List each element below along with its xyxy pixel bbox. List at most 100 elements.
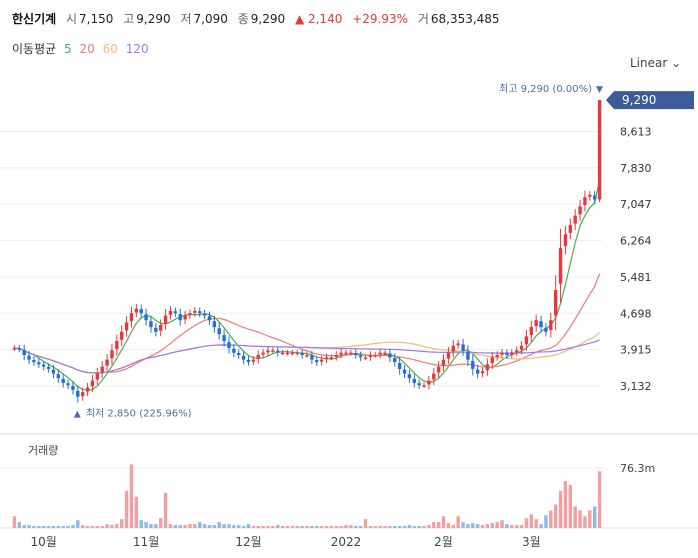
candle-body: [266, 350, 270, 353]
volume-bar: [393, 526, 397, 528]
candle-body: [51, 369, 56, 374]
volume-bar: [251, 526, 256, 528]
max-arrow-icon: ▼: [596, 85, 603, 95]
volume-bar: [266, 526, 270, 528]
candle-body: [134, 308, 139, 313]
volume-bar: [159, 518, 163, 528]
candle: [80, 387, 85, 401]
candle: [407, 369, 412, 383]
volume-bar: [193, 524, 197, 528]
volume-bar: [432, 522, 436, 528]
volume-bar: [363, 519, 368, 528]
change-value: ▲ 2,140: [294, 12, 343, 26]
candle-body: [485, 364, 490, 371]
candle-body: [276, 350, 280, 353]
ma-period-5[interactable]: 5: [64, 42, 72, 56]
volume-bar: [212, 525, 217, 528]
candle: [597, 100, 602, 203]
scale-dropdown[interactable]: Linear ⌄: [630, 56, 681, 70]
candle-body: [66, 383, 70, 386]
volume-bar: [427, 525, 431, 528]
volume-bar: [276, 525, 280, 528]
volume-bar: [514, 525, 519, 528]
candle: [37, 358, 41, 368]
current-price-tag: 9,290: [606, 91, 694, 110]
moving-average-legend: 이동평균 5 20 60 120: [12, 40, 153, 57]
volume-bar: [592, 506, 597, 528]
candle-body: [241, 355, 246, 360]
volume-bar: [436, 522, 441, 528]
volume-bar: [71, 525, 75, 528]
volume-label: 거: [417, 12, 429, 26]
volume-bars: [12, 464, 602, 528]
candle: [485, 358, 490, 376]
candle: [90, 374, 95, 393]
candle-body: [76, 390, 80, 397]
candle: [397, 357, 402, 375]
ma-period-120[interactable]: 120: [125, 42, 149, 56]
close-label: 종: [237, 12, 249, 26]
candle-body: [344, 352, 348, 355]
candle-body: [144, 314, 148, 321]
volume-bar: [154, 524, 158, 528]
candle: [441, 354, 446, 372]
volume-bar: [417, 526, 421, 528]
volume-bar: [461, 522, 465, 528]
volume-bar: [280, 526, 285, 528]
candle-body: [193, 310, 197, 313]
candle-body: [227, 342, 231, 349]
candle-body: [349, 352, 353, 355]
candle-body: [510, 352, 514, 355]
candle-body: [154, 327, 158, 332]
candle: [46, 363, 51, 373]
candle-body: [388, 353, 392, 358]
candle-body: [315, 359, 319, 362]
candle: [154, 323, 158, 337]
candle: [222, 329, 226, 347]
candle: [120, 325, 124, 347]
ma-period-60[interactable]: 60: [102, 42, 118, 56]
volume-bar: [139, 520, 143, 528]
low-value: 7,090: [193, 12, 228, 26]
y-tick-label: 4,698: [620, 307, 652, 320]
candle-body: [553, 289, 558, 316]
candle-body: [85, 387, 90, 392]
ma-period-20[interactable]: 20: [79, 42, 95, 56]
volume-bar: [305, 526, 309, 528]
candle-body: [334, 354, 338, 357]
candle-body: [183, 315, 187, 320]
candle-body: [124, 322, 129, 331]
volume-bar: [466, 524, 470, 528]
candle-body: [37, 362, 41, 365]
candle-body: [32, 359, 36, 362]
candle-body: [529, 327, 534, 336]
candle-body: [475, 369, 480, 374]
candle: [61, 374, 65, 388]
volume-bar: [173, 525, 178, 528]
candle: [383, 349, 387, 356]
candle: [261, 348, 265, 359]
candle: [563, 225, 568, 255]
candle-body: [519, 345, 524, 350]
current-price-label: 9,290: [622, 93, 656, 107]
candle: [227, 336, 231, 354]
candle-body: [319, 359, 324, 362]
candle: [41, 360, 46, 371]
candle-body: [427, 380, 431, 385]
candle: [110, 343, 114, 365]
volume-bar: [56, 526, 61, 528]
candle-body: [549, 320, 553, 331]
candle-body: [451, 345, 455, 352]
y-tick-label: 6,264: [620, 235, 652, 248]
candle-body: [246, 359, 251, 362]
candle-body: [237, 353, 241, 355]
candle: [393, 353, 397, 367]
volume-bar: [202, 524, 207, 528]
candle-body: [17, 348, 22, 350]
volume-bar: [310, 526, 314, 528]
ma-20-line: [14, 273, 601, 374]
volume-bar: [66, 526, 70, 528]
candle: [115, 334, 119, 356]
volume-bar: [285, 526, 290, 528]
